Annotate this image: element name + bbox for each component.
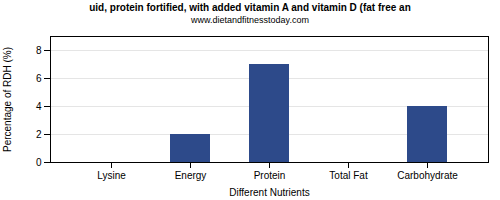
svg-text:8: 8 [36, 45, 42, 56]
html-text:uid, protein fortified, with a: uid, protein fortified, with added vitam… [89, 2, 411, 13]
svg-text:0: 0 [36, 157, 42, 168]
svg-text:Protein: Protein [254, 170, 286, 181]
html-text:www.dietandfitnesstoday.com: www.dietandfitnesstoday.com [191, 15, 309, 25]
svg-text:4: 4 [36, 101, 42, 112]
svg-text:Percentage of RDH (%): Percentage of RDH (%) [2, 47, 13, 152]
svg-text:Energy: Energy [175, 170, 207, 181]
svg-text:Total Fat: Total Fat [329, 170, 368, 181]
svg-text:Carbohydrate: Carbohydrate [397, 170, 458, 181]
svg-text:2: 2 [36, 129, 42, 140]
svg-text:6: 6 [36, 73, 42, 84]
svg-text:Different Nutrients: Different Nutrients [229, 187, 309, 198]
svg-text:Lysine: Lysine [97, 170, 126, 181]
